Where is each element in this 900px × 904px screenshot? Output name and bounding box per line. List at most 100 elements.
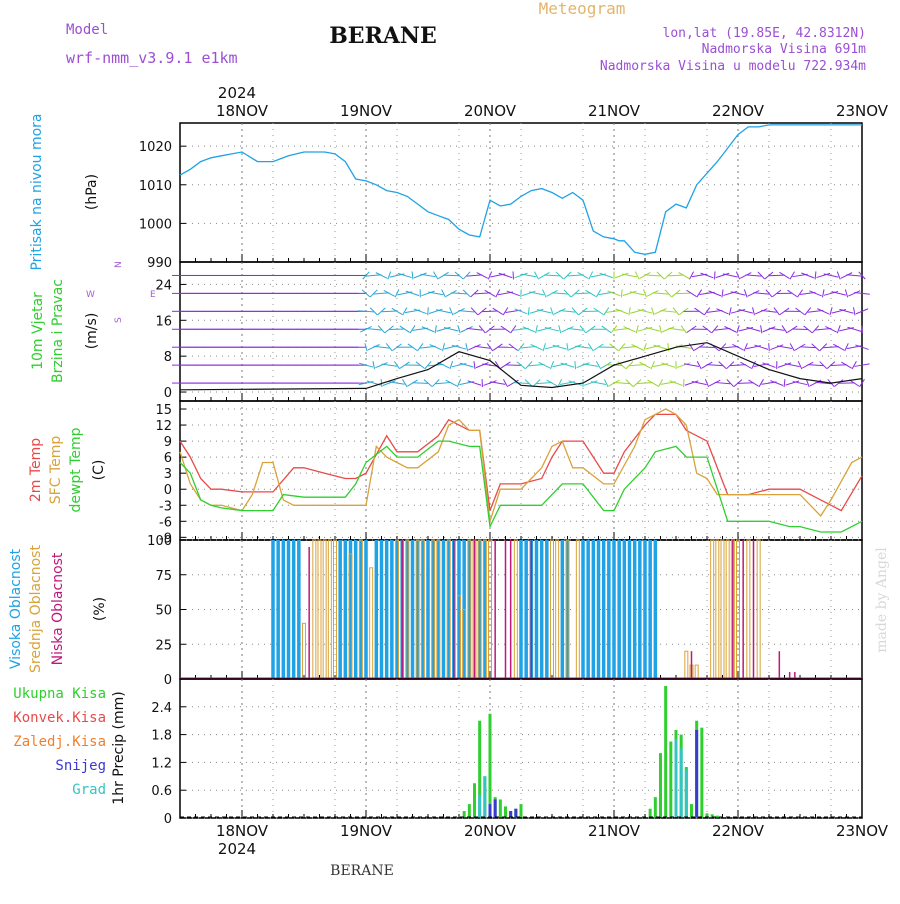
wind-barb (474, 361, 475, 369)
wind-barb (381, 311, 397, 312)
wind-barb (677, 363, 690, 368)
cloud-bar (297, 540, 301, 678)
wind-barb (697, 290, 702, 298)
wind-barb (550, 361, 553, 369)
y-tick-label: 1010 (139, 179, 172, 194)
wind-barb (567, 275, 583, 276)
top-day-label: 19NOV (340, 102, 393, 120)
wind-barb (845, 289, 847, 297)
wind-barb (537, 327, 551, 331)
wind-barb (837, 272, 840, 280)
wind-barb (452, 345, 466, 349)
top-day-label: 22NOV (712, 102, 765, 120)
y-tick-label: -3 (159, 499, 172, 514)
bottom-day-label: 21NOV (588, 822, 641, 840)
y-tick-label: 1020 (139, 140, 172, 155)
precip-bar (520, 804, 523, 817)
wind-barb (699, 347, 715, 348)
precip-bar (654, 797, 657, 817)
precip-bar (478, 795, 481, 817)
precip-legend-item: Grad (72, 782, 106, 798)
cloud-bar (561, 540, 565, 678)
wind-barb (701, 273, 714, 278)
y-label-cloud-high: Visoka Oblacnost (8, 548, 24, 669)
wind-barb (402, 379, 407, 387)
precip-bar (685, 769, 688, 817)
bottom-day-label: 19NOV (340, 822, 393, 840)
precip-bar (514, 809, 517, 817)
wind-barb (580, 326, 586, 333)
wind-barb (774, 308, 780, 315)
cloud-bar (380, 540, 384, 678)
wind-barb (567, 328, 583, 330)
wind-barb (755, 345, 768, 349)
y-label-wind: 10m Vjetar (30, 292, 46, 370)
y-label-precip: 1hr Precip (mm) (111, 691, 127, 804)
cloud-bar (638, 540, 642, 678)
wind-barb (511, 325, 516, 333)
cloud-bar-mid (313, 540, 316, 678)
wind-barb (403, 307, 407, 315)
cloud-bar (628, 540, 632, 678)
wind-barb (450, 307, 453, 315)
precip-bar (706, 813, 709, 817)
wind-barb (496, 290, 500, 298)
wind-barb (406, 291, 419, 295)
wind-barb (670, 381, 683, 386)
precip-bar (680, 749, 683, 818)
y-label-temp-unit: (C) (91, 460, 107, 481)
precip-legend-item: Snijeg (55, 758, 106, 774)
bottom-day-label: 23NOV (836, 822, 889, 840)
wind-barb (653, 293, 669, 294)
wind-barb (588, 343, 593, 351)
cloud-bar (411, 540, 415, 678)
cloud-bar (308, 547, 310, 678)
y-tick-label: 3 (164, 467, 172, 482)
elevation-label: Nadmorska Visina 691m (702, 42, 867, 57)
precip-legend-item: Konvek.Kisa (13, 710, 106, 726)
y-label-sfc: SFC Temp (48, 436, 64, 505)
wind-barb (429, 309, 442, 313)
wind-barb (660, 310, 676, 312)
cloud-bar (531, 540, 533, 678)
wind-barb (822, 289, 824, 297)
wind-barb (681, 325, 686, 333)
cloud-bar (442, 540, 446, 678)
cloud-bar (643, 540, 647, 678)
y-tick-label: 1000 (139, 217, 172, 232)
wind-barb (785, 364, 800, 367)
wind-barb (522, 291, 535, 295)
y-tick-label: 0 (164, 673, 172, 688)
precip-bar (659, 753, 662, 817)
precip-bar (669, 742, 672, 817)
bottom-day-label: 22NOV (712, 822, 765, 840)
wind-barb (815, 271, 816, 279)
y-label-cloud-mid: Srednja Oblacnost (28, 545, 44, 673)
cloud-bar (586, 540, 590, 678)
cloud-bar (742, 540, 744, 678)
cloud-bar (271, 540, 275, 678)
wind-barb (798, 361, 802, 369)
cloud-bar-mid (489, 540, 492, 678)
wind-barb (629, 307, 630, 315)
product-title: Meteogram (539, 0, 626, 18)
cloud-bar (494, 540, 496, 678)
wind-barb (722, 289, 723, 297)
cloud-bar (276, 540, 280, 678)
wind-barb (759, 379, 764, 387)
cloud-bar (426, 540, 430, 678)
model-label: Model (66, 22, 108, 38)
wind-barb (845, 343, 849, 351)
wind-barb (482, 311, 498, 312)
wind-barb (739, 309, 753, 313)
cloud-bar (753, 540, 755, 678)
wind-barb (487, 343, 492, 351)
wind-barb (474, 293, 490, 294)
wind-barb (697, 361, 701, 369)
cloud-bar (453, 540, 455, 678)
precip-bar (509, 811, 512, 817)
wind-barb (621, 289, 622, 297)
wind-barb (614, 383, 630, 384)
wind-barb (583, 364, 598, 367)
